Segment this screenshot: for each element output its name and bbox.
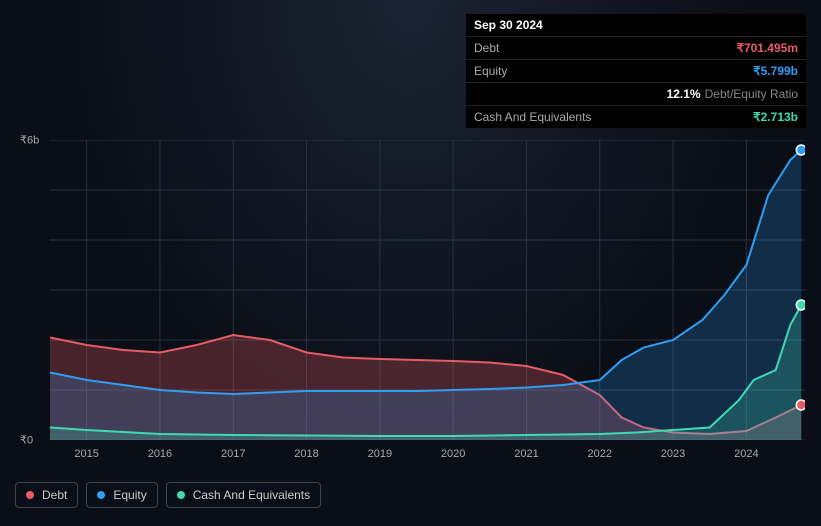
x-axis-label: 2022 (588, 448, 612, 460)
y-axis-label: ₹6b (20, 134, 39, 147)
legend-item[interactable]: Cash And Equivalents (166, 482, 321, 508)
legend-dot-icon (97, 491, 105, 499)
x-axis-label: 2020 (441, 448, 465, 460)
chart-svg (50, 140, 805, 440)
tooltip-date-row: Sep 30 2024 (466, 14, 806, 37)
end-marker (796, 300, 805, 310)
x-axis-label: 2015 (74, 448, 98, 460)
data-tooltip: Sep 30 2024 Debt₹701.495mEquity₹5.799b12… (466, 14, 806, 128)
tooltip-value: 12.1%Debt/Equity Ratio (667, 87, 798, 101)
x-axis-label: 2017 (221, 448, 245, 460)
chart-area: ₹6b ₹0 2015 2016 2017 2018 2019 2020 2021 2022 20… (15, 120, 805, 480)
y-axis-label: ₹0 (20, 434, 33, 447)
end-marker (796, 400, 805, 410)
tooltip-value: ₹5.799b (753, 64, 798, 78)
tooltip-date: Sep 30 2024 (474, 18, 543, 32)
legend-item[interactable]: Equity (86, 482, 157, 508)
tooltip-label: Equity (474, 64, 753, 78)
x-axis-label: 2016 (148, 448, 172, 460)
end-marker (796, 145, 805, 155)
tooltip-row: 12.1%Debt/Equity Ratio (466, 83, 806, 106)
x-axis-label: 2023 (661, 448, 685, 460)
legend-label: Equity (113, 488, 146, 502)
legend-item[interactable]: Debt (15, 482, 78, 508)
legend-dot-icon (177, 491, 185, 499)
tooltip-label: Debt (474, 41, 736, 55)
tooltip-label (474, 87, 667, 101)
legend: Debt Equity Cash And Equivalents (15, 482, 321, 508)
x-axis-label: 2021 (514, 448, 538, 460)
x-axis-label: 2019 (368, 448, 392, 460)
tooltip-row: Equity₹5.799b (466, 60, 806, 83)
tooltip-value: ₹701.495m (736, 41, 798, 55)
tooltip-sublabel: Debt/Equity Ratio (705, 87, 798, 101)
x-axis-label: 2024 (734, 448, 758, 460)
legend-label: Debt (42, 488, 67, 502)
series-area (50, 150, 801, 440)
x-axis-label: 2018 (294, 448, 318, 460)
legend-label: Cash And Equivalents (193, 488, 310, 502)
legend-dot-icon (26, 491, 34, 499)
tooltip-row: Debt₹701.495m (466, 37, 806, 60)
